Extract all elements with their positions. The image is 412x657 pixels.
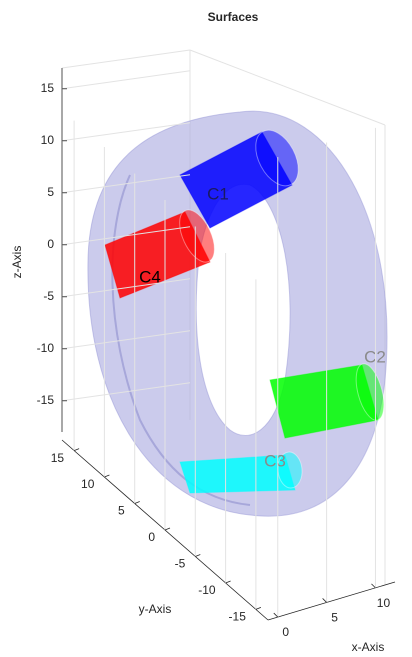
- y-tick-label: 5: [118, 504, 125, 518]
- x-tick-label: 0: [282, 625, 289, 639]
- grid-line: [62, 71, 190, 89]
- y-tick-label: -10: [198, 583, 216, 597]
- z-tick-label: 10: [41, 133, 55, 147]
- y-tick: [74, 449, 79, 451]
- y-tick: [256, 607, 261, 609]
- cylinder-label: C3: [264, 451, 286, 470]
- y-tick: [165, 528, 170, 530]
- x-tick: [274, 613, 278, 617]
- cylinder-label: C1: [207, 184, 229, 203]
- y-tick-label: -15: [229, 610, 247, 624]
- y-tick-label: 15: [51, 451, 65, 465]
- x-tick-label: 10: [377, 596, 391, 610]
- z-tick-label: 15: [41, 81, 55, 95]
- y-tick: [104, 475, 109, 477]
- z-tick-label: -10: [37, 341, 55, 355]
- x-tick: [323, 598, 327, 602]
- x-tick: [371, 584, 375, 588]
- x-axis-label: x-Axis: [352, 640, 385, 654]
- chart-title: Surfaces: [208, 10, 259, 24]
- y-tick: [135, 502, 140, 504]
- y-tick: [226, 581, 231, 583]
- x-tick-label: 5: [331, 611, 338, 625]
- y-tick-label: 10: [81, 477, 95, 491]
- z-tick-label: 5: [47, 185, 54, 199]
- y-tick-label: -5: [175, 557, 186, 571]
- y-tick-label: 0: [148, 530, 155, 544]
- z-axis-label: z-Axis: [10, 246, 24, 279]
- z-tick-label: -15: [37, 393, 55, 407]
- chart: Surfaces z-Axis y-Axis x-Axis C1C2C3C4 -…: [0, 0, 412, 657]
- z-tick-label: 0: [47, 237, 54, 251]
- y-tick: [195, 554, 200, 556]
- z-tick-label: -5: [43, 289, 54, 303]
- y-axis-label: y-Axis: [139, 602, 172, 616]
